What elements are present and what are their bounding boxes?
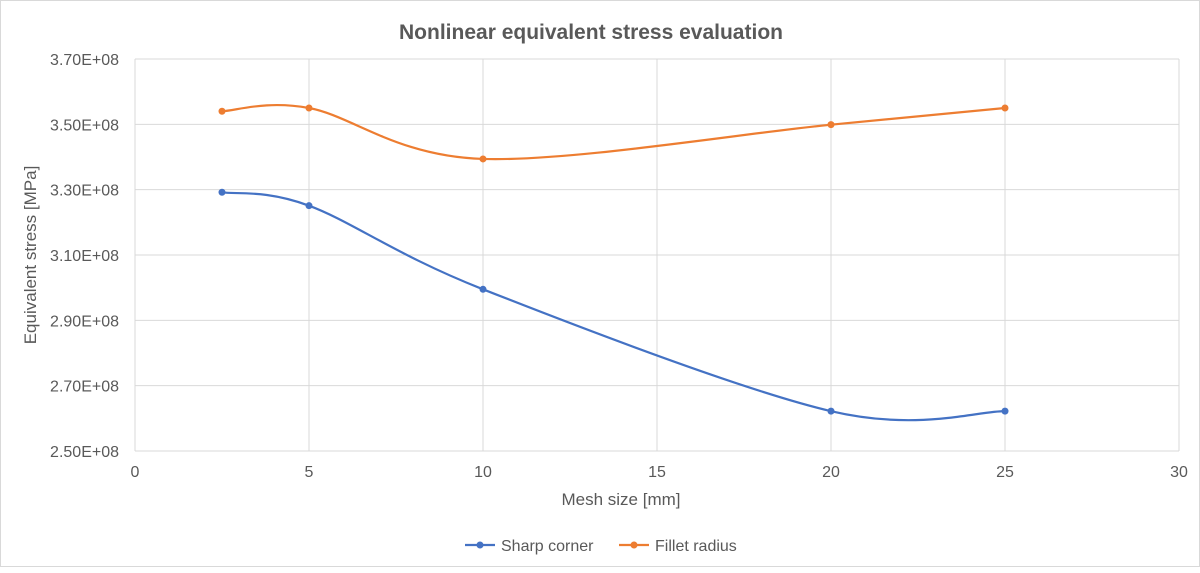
legend-marker-fillet-radius	[630, 541, 638, 549]
x-tick-label: 25	[996, 464, 1014, 481]
data-point-fillet-radius	[218, 107, 226, 115]
series-line-fillet-radius	[221, 103, 1006, 161]
x-tick-label: 30	[1170, 464, 1188, 481]
data-point-sharp-corner	[1001, 407, 1009, 415]
y-tick-label: 3.70E+08	[50, 52, 119, 69]
y-tick-label: 3.50E+08	[50, 117, 119, 134]
x-tick-label: 0	[131, 464, 140, 481]
x-axis-label: Mesh size [mm]	[561, 490, 680, 509]
x-tick-label: 10	[474, 464, 492, 481]
data-point-sharp-corner	[827, 407, 835, 415]
legend: Sharp corner Fillet radius	[465, 538, 737, 555]
y-tick-label: 2.70E+08	[50, 379, 119, 396]
y-tick-label: 3.30E+08	[50, 183, 119, 200]
data-point-sharp-corner	[218, 188, 226, 196]
legend-label-fillet-radius: Fillet radius	[655, 538, 737, 555]
data-point-fillet-radius	[479, 155, 487, 163]
x-tick-label: 20	[822, 464, 840, 481]
y-tick-label: 3.10E+08	[50, 248, 119, 265]
data-point-fillet-radius	[1001, 104, 1009, 112]
chart-title: Nonlinear equivalent stress evaluation	[399, 21, 783, 44]
legend-label-sharp-corner: Sharp corner	[501, 538, 594, 555]
data-point-sharp-corner	[305, 202, 313, 210]
x-tick-label: 5	[305, 464, 314, 481]
y-tick-label: 2.90E+08	[50, 313, 119, 330]
data-point-fillet-radius	[827, 121, 835, 129]
y-axis-label: Equivalent stress [MPa]	[21, 166, 40, 345]
legend-marker-sharp-corner	[476, 541, 484, 549]
x-tick-label: 15	[648, 464, 666, 481]
y-tick-label: 2.50E+08	[50, 444, 119, 461]
data-point-fillet-radius	[305, 104, 313, 112]
data-point-sharp-corner	[479, 285, 487, 293]
